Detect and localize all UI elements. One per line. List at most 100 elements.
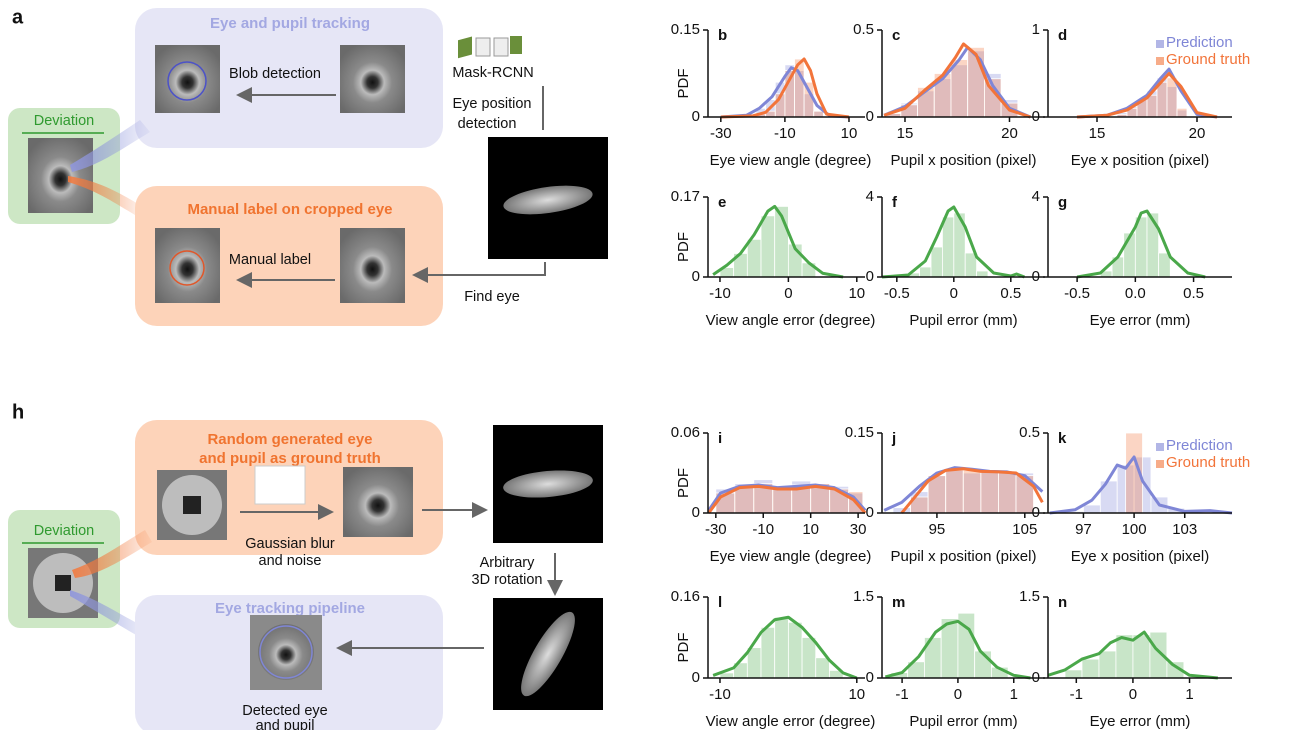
step-label: Manual label [229, 252, 311, 268]
box-title: Random generated eye [207, 431, 372, 448]
x-tick-label: 20 [1189, 125, 1206, 142]
x-tick-label: 10 [802, 521, 819, 538]
step-label: Mask-RCNN [452, 65, 533, 81]
hist-bar [761, 627, 775, 678]
hist-bar [1099, 651, 1116, 678]
hist-bar [928, 476, 946, 513]
x-tick-label: -10 [709, 686, 731, 703]
panel-letter: g [1058, 194, 1067, 211]
step-label: and noise [259, 553, 322, 569]
x-tick-label: 20 [1001, 125, 1018, 142]
x-tick-label: 1 [1185, 686, 1193, 703]
panel-letter: m [892, 594, 905, 611]
x-tick-label: 105 [1012, 521, 1037, 538]
y-tick-label: 0.5 [1019, 424, 1040, 441]
hist-bar [1147, 95, 1157, 117]
figure: a Eye and pupil tracking Blob detection … [0, 0, 1295, 730]
y-tick-label: 0 [866, 504, 874, 521]
x-axis-label: Pupil x position (pixel) [891, 548, 1037, 565]
step-label: Find eye [464, 289, 520, 305]
x-tick-label: -30 [710, 125, 732, 142]
hist-bar [1177, 108, 1187, 117]
panel-letter: i [718, 430, 722, 447]
x-axis-label: Eye error (mm) [1090, 312, 1191, 329]
charts: 00.15-30-1010Eye view angle (degree)PDFb… [671, 21, 1250, 730]
hist-bar [775, 617, 789, 678]
x-tick-label: 100 [1122, 521, 1147, 538]
hist-bar [1133, 635, 1150, 678]
x-tick-label: 0.5 [1183, 285, 1204, 302]
x-tick-label: -0.5 [884, 285, 910, 302]
step-label: Arbitrary [480, 555, 536, 571]
x-axis-label: Pupil error (mm) [909, 713, 1017, 730]
hist-bar [735, 486, 754, 513]
x-tick-label: 0 [1129, 686, 1137, 703]
legend-label: Ground truth [1166, 454, 1250, 471]
x-tick-label: 15 [1089, 125, 1106, 142]
step-label: 3D rotation [472, 572, 543, 588]
y-tick-label: 0 [866, 268, 874, 285]
panel-letter: e [718, 194, 726, 211]
hist-bar [1157, 82, 1167, 117]
y-axis-label: PDF [675, 468, 692, 498]
x-tick-label: -10 [709, 285, 731, 302]
x-tick-label: 0.0 [1125, 285, 1146, 302]
y-tick-label: 0 [692, 669, 700, 686]
x-axis-label: Eye view angle (degree) [710, 152, 872, 169]
x-tick-label: 97 [1075, 521, 1092, 538]
synthetic-pupil [183, 496, 201, 514]
box-title: Eye tracking pipeline [215, 600, 365, 617]
x-tick-label: 30 [850, 521, 867, 538]
x-axis-label: View angle error (degree) [706, 713, 876, 730]
hist-bar [963, 470, 981, 513]
y-axis-label: PDF [675, 69, 692, 99]
x-tick-label: -0.5 [1064, 285, 1090, 302]
step-label: detection [458, 116, 517, 132]
x-axis-label: Eye x position (pixel) [1071, 152, 1209, 169]
box-title: and pupil as ground truth [199, 450, 381, 467]
legend-label: Prediction [1166, 437, 1233, 454]
y-axis-label: PDF [675, 633, 692, 663]
y-tick-label: 0.15 [845, 424, 874, 441]
x-tick-label: 1 [1010, 686, 1018, 703]
noised-eye [343, 467, 413, 537]
hist-bar [816, 658, 830, 678]
mask-rcnn-icon [458, 36, 522, 58]
panel-letter: b [718, 27, 727, 44]
step-label: and pupil [256, 718, 315, 730]
panel-letter: d [1058, 27, 1067, 44]
hist-bar [942, 217, 953, 277]
panel-letter: l [718, 594, 722, 611]
x-tick-label: 10 [848, 285, 865, 302]
y-axis-label: PDF [675, 232, 692, 262]
kernel-icon [255, 466, 305, 504]
legend-swatch [1156, 40, 1164, 48]
panel-letter: c [892, 27, 900, 44]
hist-bar [1083, 505, 1100, 513]
x-tick-label: 0.5 [1000, 285, 1021, 302]
step-label: Detected eye [242, 703, 327, 719]
x-axis-label: Eye view angle (degree) [710, 548, 872, 565]
y-tick-label: 0 [1032, 669, 1040, 686]
panel-letter: n [1058, 594, 1067, 611]
y-tick-label: 4 [1032, 188, 1040, 205]
x-axis-label: Eye error (mm) [1090, 713, 1191, 730]
x-axis-label: View angle error (degree) [706, 312, 876, 329]
hist-bar [788, 622, 802, 678]
y-tick-label: 0.16 [671, 588, 700, 605]
x-tick-label: 95 [929, 521, 946, 538]
deviation-label: Deviation [34, 113, 94, 129]
legend-swatch [1156, 460, 1164, 468]
eye-image [28, 138, 93, 213]
iris [258, 624, 314, 680]
x-axis-label: Pupil x position (pixel) [891, 152, 1037, 169]
step-label: Eye position [453, 96, 532, 112]
panel-letter: a [12, 6, 24, 28]
y-tick-label: 1.5 [853, 588, 874, 605]
legend-swatch [1156, 443, 1164, 451]
legend-label: Ground truth [1166, 51, 1250, 68]
hist-bar [814, 111, 824, 117]
synthetic-pupil [55, 575, 71, 591]
legend-label: Prediction [1166, 34, 1233, 51]
hist-bar [1116, 635, 1133, 678]
